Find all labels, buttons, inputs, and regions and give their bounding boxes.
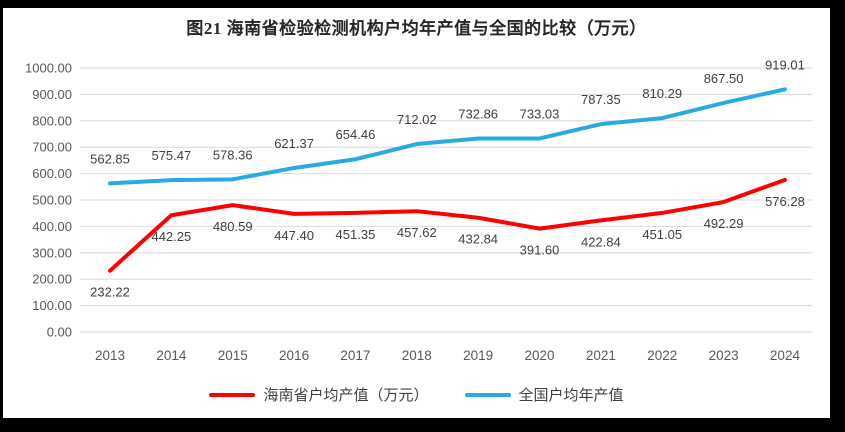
y-tick-label: 300.00 (32, 245, 72, 260)
hainan-data-label: 576.28 (765, 194, 805, 209)
y-tick-label: 500.00 (32, 193, 72, 208)
national-data-label: 732.86 (458, 107, 498, 122)
national-data-label: 867.50 (704, 71, 744, 86)
hainan-data-label: 442.25 (151, 229, 191, 244)
y-tick-label: 400.00 (32, 219, 72, 234)
x-tick-label: 2019 (463, 348, 493, 363)
y-tick-label: 700.00 (32, 140, 72, 155)
legend-item-national: 全国户均年产值 (464, 384, 624, 405)
hainan-data-label: 391.60 (520, 243, 560, 258)
national-data-label: 578.36 (213, 147, 253, 162)
y-tick-label: 0.00 (47, 325, 72, 340)
legend-label-national: 全国户均年产值 (518, 387, 624, 404)
y-tick-label: 900.00 (32, 87, 72, 102)
x-tick-label: 2023 (709, 348, 739, 363)
x-tick-label: 2022 (647, 348, 677, 363)
x-tick-label: 2013 (95, 348, 125, 363)
x-tick-label: 2024 (770, 348, 801, 363)
x-tick-label: 2021 (586, 348, 616, 363)
y-tick-label: 1000.00 (25, 61, 72, 76)
y-tick-label: 200.00 (32, 272, 72, 287)
hainan-data-label: 451.35 (336, 227, 376, 242)
hainan-data-label: 480.59 (213, 219, 253, 234)
x-tick-label: 2016 (279, 348, 309, 363)
x-tick-label: 2014 (156, 348, 187, 363)
national-data-label: 787.35 (581, 92, 621, 107)
national-data-label: 810.29 (642, 86, 682, 101)
hainan-data-label: 432.84 (458, 232, 498, 247)
hainan-series-line (108, 177, 787, 273)
chart-legend: 海南省户均产值（万元） 全国户均年产值 (3, 384, 830, 405)
hainan-data-label: 492.29 (704, 216, 744, 231)
hainan-data-label: 457.62 (397, 225, 437, 240)
national-data-label: 712.02 (397, 112, 437, 127)
chart-card: 图21 海南省检验检测机构户均年产值与全国的比较（万元） 1000.00 900.… (3, 8, 830, 418)
hainan-data-label: 422.84 (581, 234, 621, 249)
national-data-label: 733.03 (520, 106, 560, 121)
hainan-data-label: 451.05 (642, 227, 682, 242)
x-tick-label: 2018 (402, 348, 432, 363)
y-tick-label: 800.00 (32, 113, 72, 128)
hainan-data-label: 232.22 (90, 285, 130, 300)
national-series-line (108, 87, 787, 186)
national-data-label: 575.47 (151, 148, 191, 163)
chart-title: 图21 海南省检验检测机构户均年产值与全国的比较（万元） (186, 19, 647, 38)
national-data-label: 654.46 (336, 127, 376, 142)
y-tick-label: 100.00 (32, 298, 72, 313)
x-tick-label: 2017 (340, 348, 370, 363)
legend-label-hainan: 海南省户均产值（万元） (263, 387, 429, 404)
legend-item-hainan: 海南省户均产值（万元） (209, 384, 429, 405)
hainan-line-swatch-icon (209, 392, 256, 397)
line-chart: 1000.00 900.00 800.00 700.00 600.00 500.00 400… (25, 57, 812, 363)
national-data-label: 621.37 (274, 136, 314, 151)
national-line-swatch-icon (464, 392, 511, 397)
national-data-label: 562.85 (90, 151, 130, 166)
hainan-data-label: 447.40 (274, 228, 314, 243)
y-tick-label: 600.00 (32, 166, 72, 181)
x-tick-label: 2015 (218, 348, 248, 363)
x-tick-label: 2020 (524, 348, 554, 363)
national-data-label: 919.01 (765, 57, 805, 72)
